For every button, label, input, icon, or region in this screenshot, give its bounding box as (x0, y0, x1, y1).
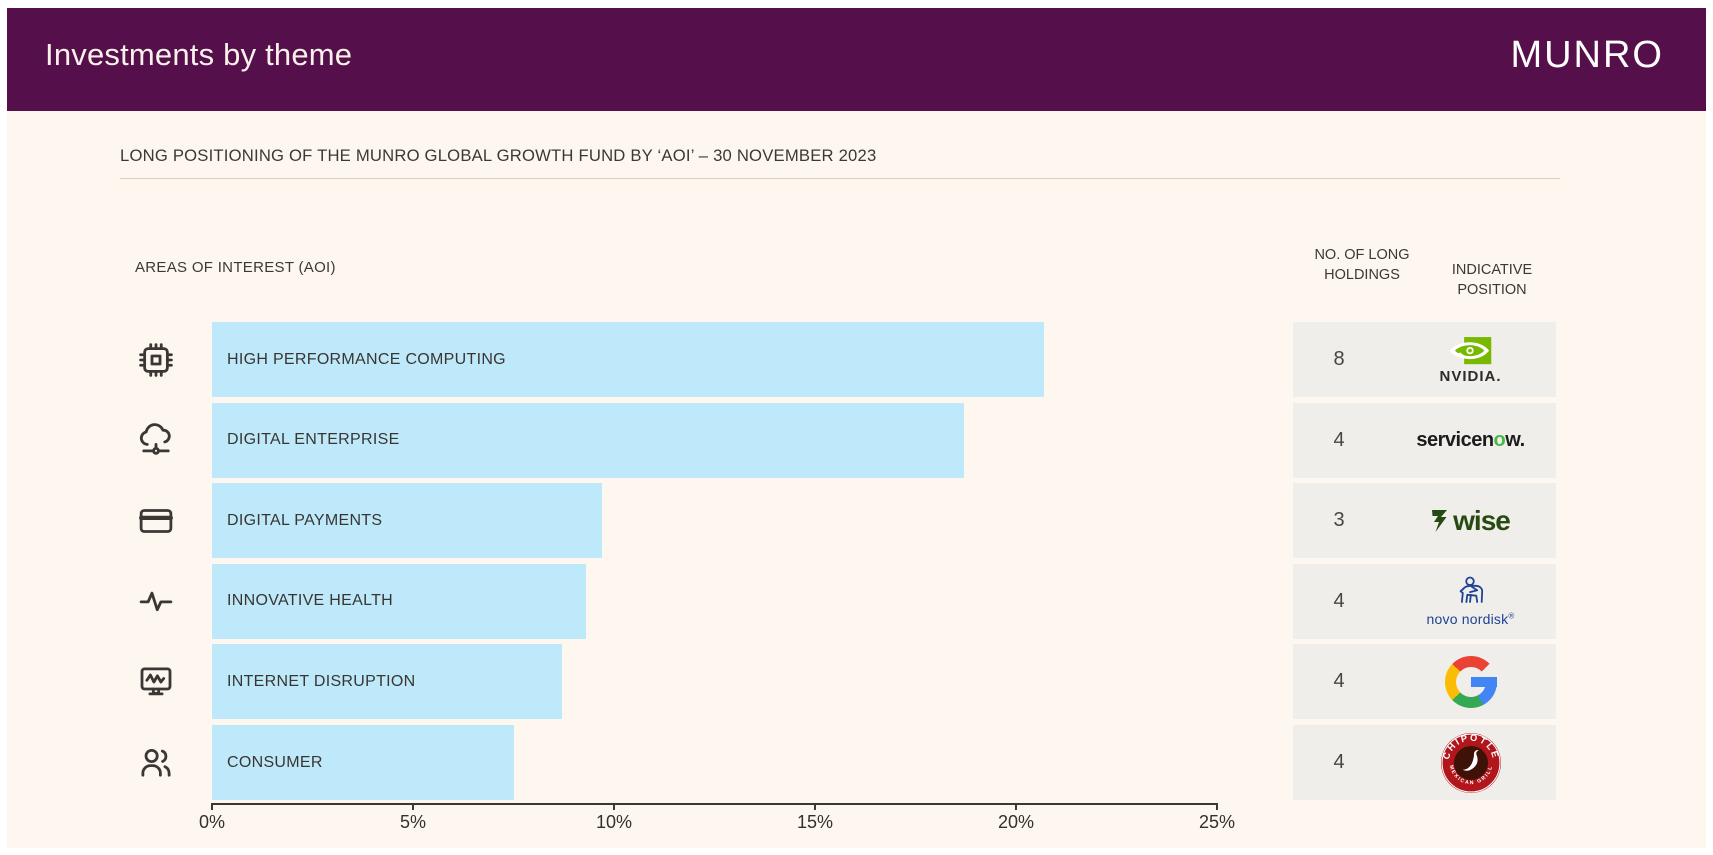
bar: CONSUMER (212, 725, 514, 800)
servicenow-word-post: w. (1505, 428, 1525, 451)
table-row-google: 4 (1293, 644, 1556, 720)
people-icon (133, 740, 179, 786)
bar-label: DIGITAL PAYMENTS (227, 511, 383, 529)
bar-label: DIGITAL ENTERPRISE (227, 431, 400, 449)
google-g-icon (1444, 655, 1497, 708)
bar-track: DIGITAL ENTERPRISE (212, 402, 1217, 478)
column-header-holdings: NO. OF LONG HOLDINGS (1314, 247, 1410, 283)
monitor-waveform-icon (133, 659, 179, 705)
bar-row-innovative-health: INNOVATIVE HEALTH (7, 563, 1293, 639)
cpu-chip-icon (133, 337, 179, 383)
bar: DIGITAL ENTERPRISE (212, 402, 964, 478)
column-header-position: INDICATIVE POSITION (1451, 262, 1533, 298)
table-row-servicenow: 4 servicenow. (1293, 402, 1556, 478)
google-logo (1385, 655, 1556, 708)
table-row-novo-nordisk: 4 novo nordisk® (1293, 563, 1556, 639)
bar-label: HIGH PERFORMANCE COMPUTING (227, 350, 506, 368)
table-row-chipotle: 4 CHIPOTLE MEXICAN GRILL (1293, 725, 1556, 800)
nvidia-logo: NVIDIA. (1385, 335, 1556, 385)
chipotle-logo: CHIPOTLE MEXICAN GRILL (1385, 732, 1556, 794)
cloud-network-icon (133, 417, 179, 463)
bar-track: INNOVATIVE HEALTH (212, 563, 1217, 639)
wise-wordmark: wise (1453, 504, 1511, 536)
header-band: Investments by theme MUNRO (7, 8, 1706, 111)
novo-nordisk-logo: novo nordisk® (1385, 575, 1556, 627)
pulse-icon (133, 578, 179, 624)
holdings-count: 4 (1333, 751, 1345, 773)
bar-track: INTERNET DISRUPTION (212, 644, 1217, 720)
bar-track: DIGITAL PAYMENTS (212, 483, 1217, 559)
servicenow-green-o: o (1493, 428, 1506, 451)
bar-track: CONSUMER (212, 725, 1217, 800)
munro-logo: MUNRO (1510, 34, 1664, 76)
chart-subtitle: LONG POSITIONING OF THE MUNRO GLOBAL GRO… (120, 146, 877, 165)
bar: HIGH PERFORMANCE COMPUTING (212, 322, 1045, 397)
x-tick-label: 15% (796, 812, 834, 832)
chart-axis-title: AREAS OF INTEREST (AOI) (135, 259, 336, 276)
wise-logo: wise (1385, 505, 1556, 537)
holdings-count: 4 (1333, 670, 1345, 693)
credit-card-icon (133, 498, 179, 544)
x-tick-label: 25% (1198, 812, 1236, 832)
x-axis: 0% 5% 10% 15% 20% 25% (199, 803, 1235, 832)
x-tick-label: 5% (399, 812, 427, 832)
bar-row-digital-payments: DIGITAL PAYMENTS (7, 483, 1293, 559)
bar-row-consumer: CONSUMER (7, 725, 1293, 800)
bar-row-internet-disruption: INTERNET DISRUPTION (7, 644, 1293, 720)
bar-row-high-performance-computing: HIGH PERFORMANCE COMPUTING (7, 322, 1293, 397)
bar: INNOVATIVE HEALTH (212, 563, 586, 639)
divider-line (120, 178, 1560, 179)
nvidia-wordmark: NVIDIA. (1439, 367, 1502, 385)
holdings-count: 3 (1333, 509, 1345, 532)
bar-label: CONSUMER (227, 753, 323, 771)
slide: Investments by theme MUNRO LONG POSITION… (7, 8, 1706, 848)
wise-flag-icon (1432, 509, 1448, 532)
bar-label: INNOVATIVE HEALTH (227, 592, 394, 610)
x-tick-label: 0% (198, 812, 226, 832)
holdings-count: 4 (1333, 589, 1345, 612)
registered-mark: ® (1508, 611, 1515, 621)
page-title: Investments by theme (45, 37, 353, 72)
bar-track: HIGH PERFORMANCE COMPUTING (212, 322, 1217, 397)
novo-nordisk-bull-icon (1460, 576, 1484, 604)
holdings-count: 4 (1333, 428, 1345, 451)
x-tick-label: 10% (595, 812, 633, 832)
nvidia-eye-icon (1449, 336, 1492, 364)
table-row-wise: 3 wise (1293, 483, 1556, 559)
chipotle-medallion-icon: CHIPOTLE MEXICAN GRILL (1440, 732, 1501, 793)
holdings-count: 8 (1333, 348, 1345, 370)
bar-label: INTERNET DISRUPTION (227, 672, 416, 690)
x-tick-label: 20% (997, 812, 1035, 832)
servicenow-logo: servicenow. (1385, 429, 1556, 452)
bar: DIGITAL PAYMENTS (212, 483, 602, 559)
novo-nordisk-wordmark: novo nordisk® (1426, 611, 1515, 628)
bar-row-digital-enterprise: DIGITAL ENTERPRISE (7, 402, 1293, 478)
bar: INTERNET DISRUPTION (212, 644, 562, 720)
servicenow-word-pre: servicen (1416, 428, 1494, 451)
table-row-nvidia: 8 NVIDIA. (1293, 322, 1556, 397)
